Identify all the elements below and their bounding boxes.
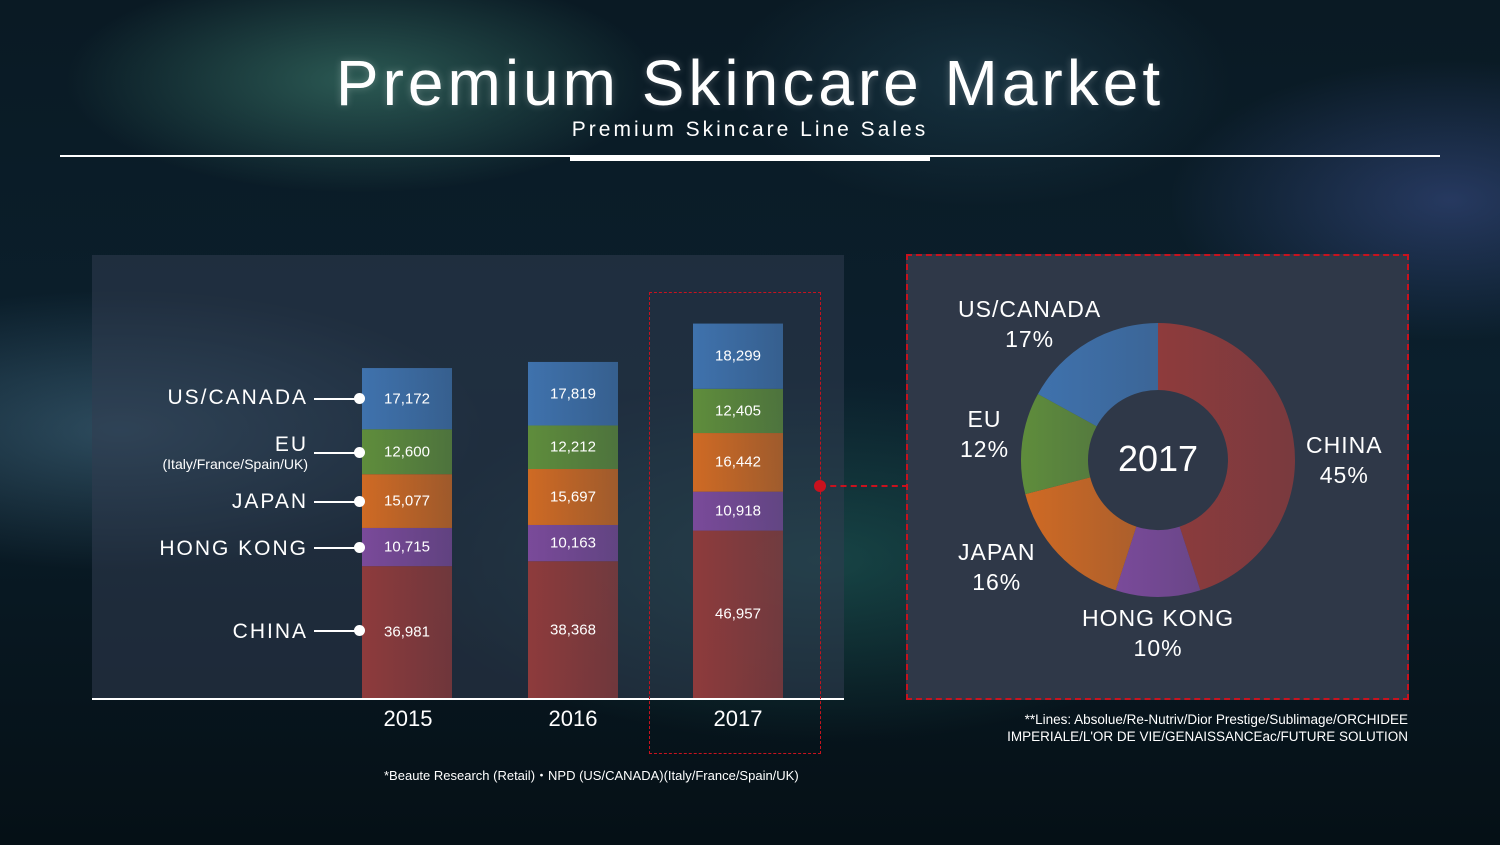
bar-value-label: 46,957 <box>715 605 761 623</box>
legend-dot <box>354 625 365 636</box>
pie-slice-name: EU <box>967 406 1002 432</box>
donut-slice-japan <box>1025 477 1137 591</box>
pie-label-hong-kong: HONG KONG 10% <box>1082 603 1234 663</box>
pie-slice-percent: 16% <box>972 569 1022 595</box>
legend-dot <box>354 393 365 404</box>
series-label-hong-kong: HONG KONG <box>159 537 308 560</box>
bar-value-label: 36,981 <box>384 623 430 641</box>
bar-value-label: 10,918 <box>715 502 761 520</box>
bar-value-label: 17,819 <box>550 385 596 403</box>
series-label-us-canada: US/CANADA <box>167 386 308 409</box>
lines-note-line: **Lines: Absolue/Re-Nutriv/Dior Prestige… <box>1024 712 1408 727</box>
series-sublabel-eu: (Italy/France/Spain/UK) <box>162 456 309 472</box>
donut-center-label: 2017 <box>1117 438 1199 479</box>
bar-value-label: 17,172 <box>384 390 430 408</box>
series-label-eu: EU <box>274 433 308 456</box>
bar-value-label: 16,442 <box>715 453 761 471</box>
title-divider-accent <box>570 156 930 161</box>
donut-slice-us-canada <box>1037 323 1158 427</box>
series-label-japan: JAPAN <box>231 490 308 513</box>
lines-note-line: IMPERIALE/L'OR DE VIE/GENAISSANCEac/FUTU… <box>1007 729 1408 744</box>
legend-connector <box>314 547 358 549</box>
donut-slice-china <box>1158 323 1295 591</box>
series-label-china: CHINA <box>232 620 308 643</box>
legend-dot <box>354 496 365 507</box>
lines-note: **Lines: Absolue/Re-Nutriv/Dior Prestige… <box>1007 711 1408 745</box>
page-subtitle: Premium Skincare Line Sales <box>571 118 929 141</box>
bar-value-label: 12,212 <box>550 438 596 456</box>
pie-label-japan: JAPAN 16% <box>958 537 1035 597</box>
pie-slice-percent: 17% <box>1005 326 1055 352</box>
x-tick-label: 2017 <box>713 706 763 731</box>
bar-value-label: 18,299 <box>715 347 761 365</box>
legend-connector <box>314 452 358 454</box>
donut-slice-eu <box>1021 393 1097 495</box>
pie-slice-percent: 12% <box>960 436 1010 462</box>
pie-slice-percent: 10% <box>1133 635 1183 661</box>
source-note: *Beaute Research (Retail)・NPD (US/CANADA… <box>384 768 799 783</box>
bar-value-label: 12,405 <box>715 402 761 420</box>
bar-value-label: 15,697 <box>550 488 596 506</box>
x-tick-label: 2015 <box>383 706 433 731</box>
pie-label-us-canada: US/CANADA 17% <box>958 294 1101 354</box>
page-title: Premium Skincare Market <box>335 47 1165 119</box>
highlight-link-line <box>820 485 908 487</box>
pie-slice-name: HONG KONG <box>1082 605 1235 631</box>
pie-label-eu: EU 12% <box>960 404 1009 464</box>
bar-value-label: 10,715 <box>384 538 430 556</box>
x-axis-line <box>92 698 844 700</box>
donut-slice-hong-kong <box>1115 526 1201 597</box>
legend-connector <box>314 398 358 400</box>
legend-connector <box>314 501 358 503</box>
highlight-2017-box <box>649 292 821 754</box>
legend-dot <box>354 447 365 458</box>
pie-slice-name: US/CANADA <box>958 296 1102 322</box>
pie-slice-percent: 45% <box>1319 462 1369 488</box>
pie-slice-name: JAPAN <box>958 539 1036 565</box>
pie-slice-name: CHINA <box>1306 432 1383 458</box>
legend-dot <box>354 542 365 553</box>
donut-chart <box>1021 323 1295 597</box>
bar-value-label: 15,077 <box>384 492 430 510</box>
legend-connector <box>314 630 358 632</box>
bar-value-label: 10,163 <box>550 534 596 552</box>
pie-label-china: CHINA 45% <box>1306 430 1383 490</box>
bar-value-label: 38,368 <box>550 621 596 639</box>
highlight-link-dot <box>814 480 826 492</box>
bar-value-label: 12,600 <box>384 443 430 461</box>
x-tick-label: 2016 <box>548 706 598 731</box>
